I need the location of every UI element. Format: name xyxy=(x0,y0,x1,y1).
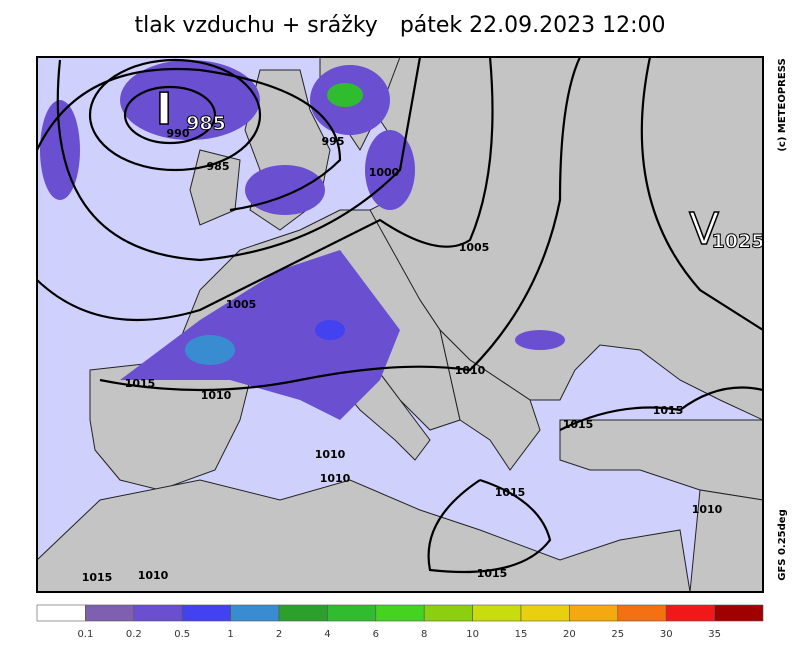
precipitation xyxy=(40,60,565,420)
legend-label: 35 xyxy=(708,629,721,640)
legend-swatch xyxy=(278,604,328,622)
model-name: GFS 0.25deg xyxy=(777,509,788,581)
isobar xyxy=(427,478,552,574)
land xyxy=(439,328,541,471)
isobar-label: 1015 xyxy=(653,404,684,417)
legend-swatch xyxy=(230,604,280,622)
low-value: 985 xyxy=(186,113,226,135)
legend-label: 0.1 xyxy=(77,629,93,640)
isobar-label: 1010 xyxy=(692,503,723,516)
legend-label: 25 xyxy=(611,629,624,640)
isobar-label: 1010 xyxy=(315,448,346,461)
isobar-label: 1015 xyxy=(477,567,508,580)
credit: (c) METEOPRESS xyxy=(777,58,788,151)
isobar-label: 990 xyxy=(167,127,190,140)
rain-area xyxy=(120,250,400,420)
isobar xyxy=(88,58,262,172)
color-legend: 0.1 0.2 0.5 1 2 4 6 8 10 15 20 25 30 35 xyxy=(36,604,764,640)
isobar xyxy=(36,56,494,322)
legend-label: 30 xyxy=(660,629,673,640)
low-symbol: I xyxy=(156,84,172,135)
legend-swatch xyxy=(375,604,425,622)
isobar xyxy=(123,85,217,145)
map-frame xyxy=(36,56,764,593)
rain-area xyxy=(245,165,325,215)
legend-swatch xyxy=(569,604,619,622)
legend-label: 10 xyxy=(466,629,479,640)
isobar-label: 1015 xyxy=(495,486,526,499)
legend-swatch xyxy=(181,604,231,622)
rain-area xyxy=(327,83,363,107)
land xyxy=(36,479,691,593)
legend-swatch xyxy=(520,604,570,622)
legend-label: 8 xyxy=(421,629,427,640)
isobar xyxy=(56,56,422,262)
high-symbol: V xyxy=(689,204,719,255)
isobar xyxy=(36,68,342,212)
legend-swatch xyxy=(714,604,764,622)
legend-label: 15 xyxy=(515,629,528,640)
isobar-label: 1010 xyxy=(201,389,232,402)
isobar-label: 1010 xyxy=(138,569,169,582)
legend-swatch xyxy=(36,604,86,622)
legend-swatch xyxy=(423,604,473,622)
legend-label: 2 xyxy=(276,629,282,640)
high-value: 1025 xyxy=(712,231,765,253)
legend-swatch xyxy=(472,604,522,622)
isobar-label: 995 xyxy=(322,135,345,148)
isobar-label: 1005 xyxy=(459,241,490,254)
legend-swatch xyxy=(617,604,667,622)
isobar xyxy=(559,386,764,431)
isobar-label: 1015 xyxy=(82,571,113,584)
legend-label: 20 xyxy=(563,629,576,640)
isobar-label: 1000 xyxy=(369,166,400,179)
isobar-label: 1005 xyxy=(226,298,257,311)
date: pátek 22.09.2023 12:00 xyxy=(400,13,666,38)
isobar-label: 985 xyxy=(207,160,230,173)
legend-label: 0.2 xyxy=(126,629,142,640)
rain-area xyxy=(315,320,345,340)
isobars xyxy=(36,56,764,574)
legend-label: 1 xyxy=(227,629,233,640)
isobar-label: 1010 xyxy=(320,472,351,485)
legend-swatch xyxy=(85,604,135,622)
rain-area xyxy=(515,330,565,350)
isobar-label: 1015 xyxy=(125,377,156,390)
rain-area xyxy=(120,60,260,140)
map-area: 990 985 995 1000 1005 1005 1010 1010 101… xyxy=(36,56,765,593)
legend-label: 6 xyxy=(373,629,379,640)
legend-label: 4 xyxy=(324,629,330,640)
legend-label: 0.5 xyxy=(174,629,190,640)
isobar-label: 1015 xyxy=(563,418,594,431)
legend-swatch xyxy=(327,604,377,622)
land xyxy=(189,149,241,226)
title: tlak vzduchu + srážky xyxy=(134,13,377,38)
legend-swatch xyxy=(133,604,183,622)
isobar-label: 1010 xyxy=(455,364,486,377)
rain-area xyxy=(185,335,235,365)
map-title: tlak vzduchu + srážky pátek 22.09.2023 12… xyxy=(134,13,665,38)
isobar xyxy=(640,56,764,331)
isobar xyxy=(99,56,581,392)
legend-swatch xyxy=(665,604,715,622)
